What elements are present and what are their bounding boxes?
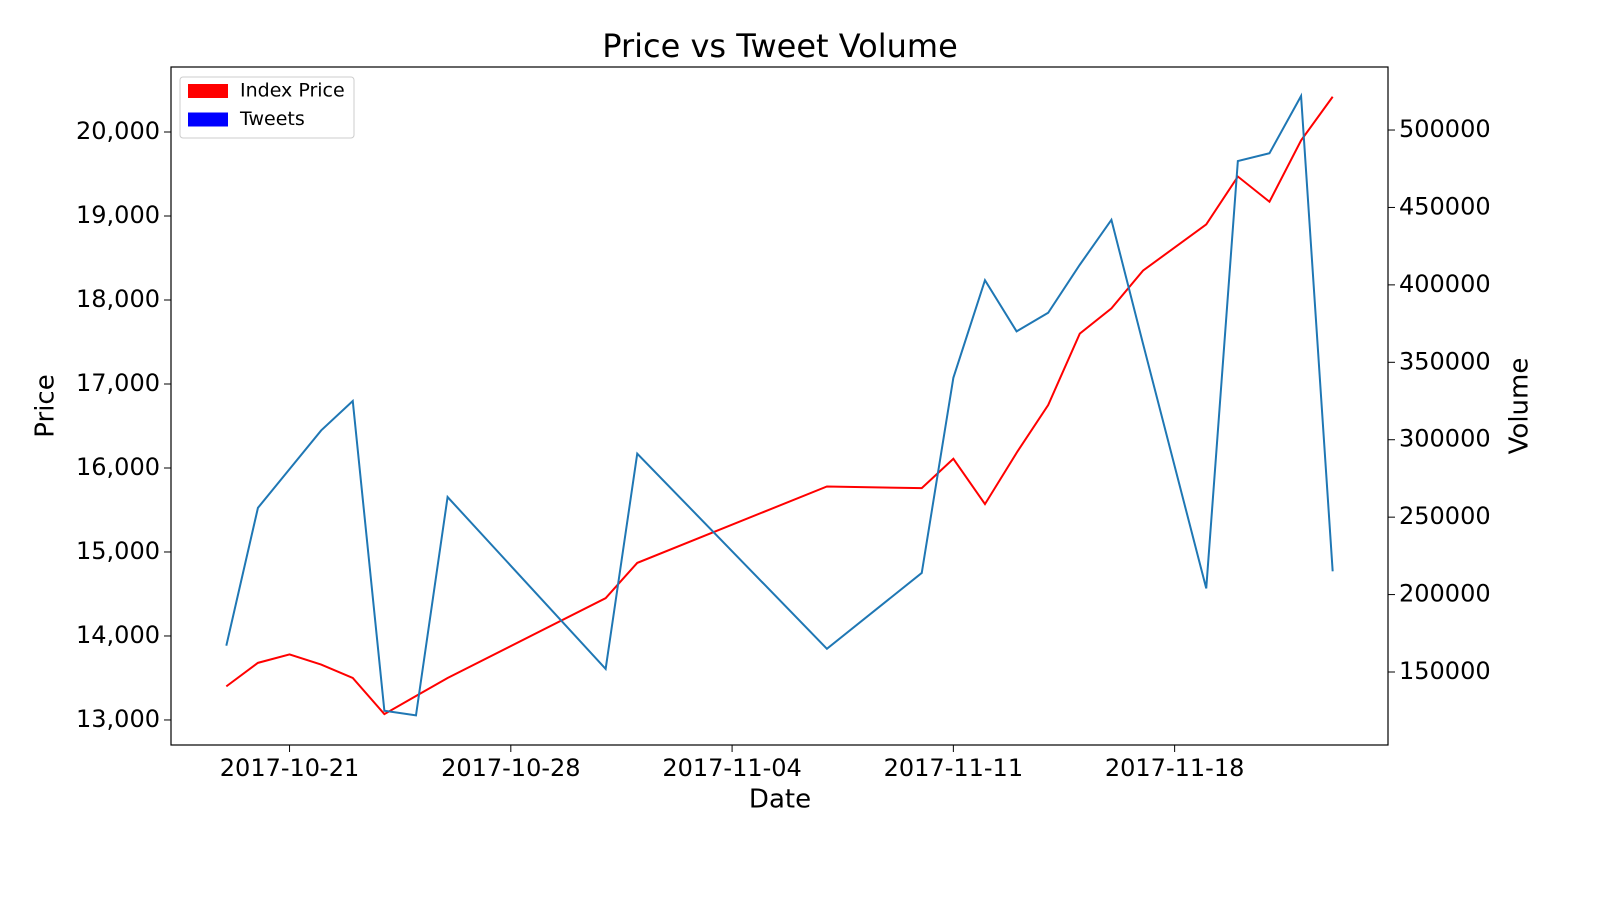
y-tick-label: 17,000 [76,369,160,397]
y-tick-label: 18,000 [76,285,160,313]
x-tick-label: 2017-11-11 [884,754,1023,782]
y-tick-label: 20,000 [76,117,160,145]
plot-frame [170,66,1389,746]
y-tick-label: 15,000 [76,537,160,565]
y2-tick-label: 200000 [1399,580,1491,608]
x-tick-label: 2017-11-04 [662,754,801,782]
legend-swatch [188,112,228,127]
y2-tick-label: 450000 [1399,192,1491,220]
legend-label: Index Price [240,80,345,102]
x-tick-label: 2017-10-28 [441,754,580,782]
series-line [225,96,1334,716]
y2-tick-label: 500000 [1399,115,1491,143]
y-tick-label: 14,000 [76,621,160,649]
chart-title: Price vs Tweet Volume [602,27,958,65]
y2-tick-label: 350000 [1399,347,1491,375]
x-tick-label: 2017-11-18 [1105,754,1244,782]
y-tick-label: 16,000 [76,453,160,481]
y2-tick-label: 300000 [1399,425,1491,453]
y2-tick-label: 250000 [1399,502,1491,530]
legend-swatch [188,84,228,98]
y-tick-label: 19,000 [76,201,160,229]
y2-axis-label: Volume [1505,358,1535,455]
y2-tick-label: 400000 [1399,270,1491,298]
legend-label: Tweets [239,108,305,130]
y2-tick-label: 150000 [1399,657,1491,685]
series-line [225,92,1334,717]
y-axis-label: Price [31,374,61,437]
y-tick-label: 13,000 [76,705,160,733]
x-axis-label: Date [749,785,811,815]
x-tick-label: 2017-10-21 [220,754,359,782]
